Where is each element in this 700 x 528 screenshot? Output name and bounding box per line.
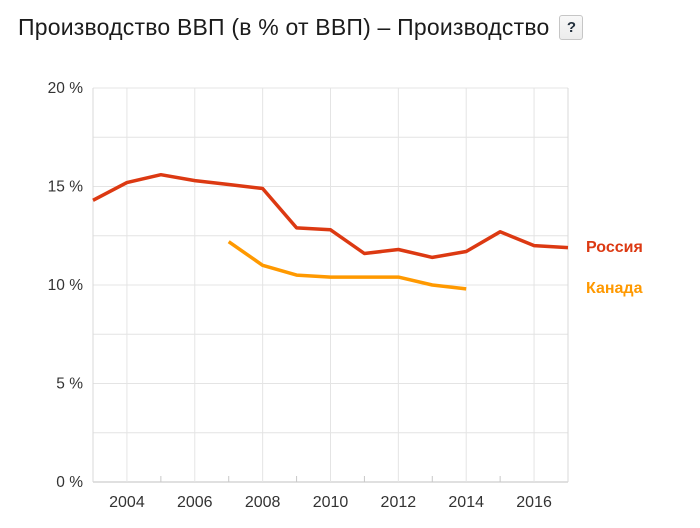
x-axis-tick-label: 2010 xyxy=(313,494,349,511)
x-axis-tick-label: 2006 xyxy=(177,494,213,511)
y-axis-tick-label: 15 % xyxy=(48,179,84,196)
x-axis-tick-label: 2012 xyxy=(381,494,417,511)
y-axis-tick-label: 10 % xyxy=(48,277,84,294)
y-axis-tick-label: 5 % xyxy=(56,376,83,393)
y-axis-tick-label: 0 % xyxy=(56,474,83,491)
legend-label-canada[interactable]: Канада xyxy=(586,280,643,297)
help-button[interactable]: ? xyxy=(559,15,584,40)
x-axis-tick-label: 2016 xyxy=(516,494,552,511)
x-axis-tick-label: 2008 xyxy=(245,494,281,511)
series-line-russia[interactable] xyxy=(92,172,569,260)
page-title: Производство ВВП (в % от ВВП) – Производ… xyxy=(18,14,550,40)
series-line-canada[interactable] xyxy=(227,240,467,291)
y-axis-tick-label: 20 % xyxy=(48,80,84,97)
x-axis-tick-label: 2014 xyxy=(448,494,484,511)
x-axis-tick-label: 2004 xyxy=(109,494,145,511)
legend-label-russia[interactable]: Россия xyxy=(586,239,643,256)
title-row: Производство ВВП (в % от ВВП) – Производ… xyxy=(18,14,584,41)
